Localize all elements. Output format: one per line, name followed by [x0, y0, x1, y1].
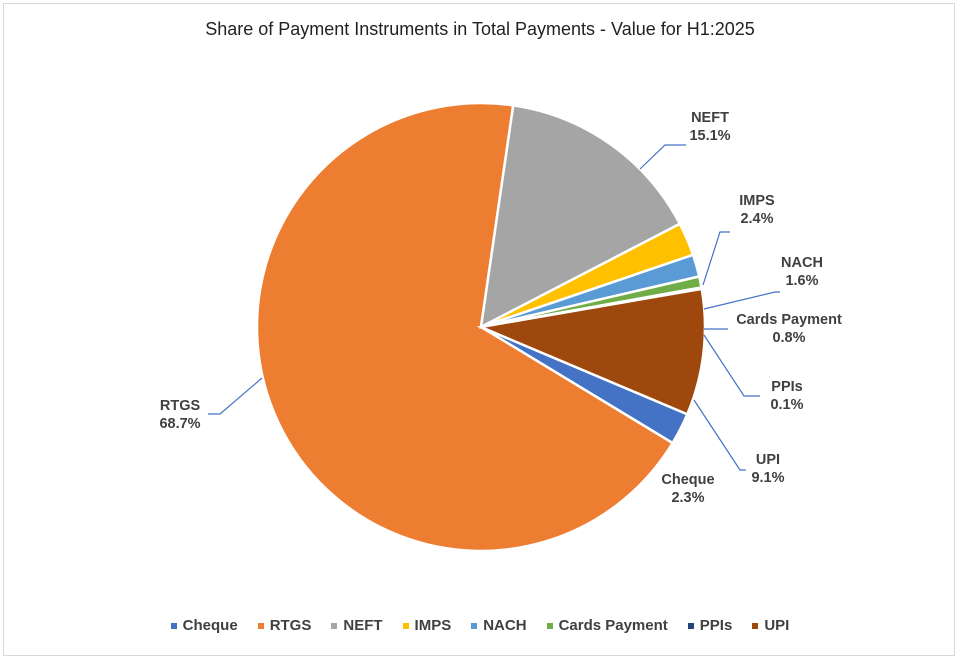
pie-slice-upi	[476, 287, 707, 416]
chart-title: Share of Payment Instruments in Total Pa…	[205, 19, 755, 39]
legend-swatch-ppis	[687, 622, 694, 629]
pie-slice-neft	[479, 103, 682, 330]
legend-item-cheque: Cheque	[170, 617, 238, 634]
data-label-neft: NEFT 15.1%	[689, 110, 730, 144]
leader-line-upi	[693, 399, 746, 471]
legend-item-imps: IMPS	[402, 617, 452, 634]
legend-swatch-upi	[752, 622, 759, 629]
legend-item-ppis: PPIs	[687, 617, 733, 634]
legend-item-upi: UPI	[752, 617, 789, 634]
legend-item-cards-payment: Cards Payment	[546, 617, 668, 634]
legend-swatch-rtgs	[257, 622, 264, 629]
data-label-upi: UPI 9.1%	[751, 452, 784, 486]
legend-swatch-cheque	[170, 622, 177, 629]
leader-line-neft	[639, 144, 686, 170]
legend-item-rtgs: RTGS	[257, 617, 312, 634]
data-label-imps: IMPS 2.4%	[739, 193, 775, 227]
legend-swatch-imps	[402, 622, 409, 629]
legend-swatch-neft	[331, 622, 338, 629]
legend-label-cheque: Cheque	[182, 617, 238, 634]
data-label-rtgs: RTGS 68.7%	[159, 398, 200, 432]
leader-line-imps	[702, 231, 730, 286]
leader-line-nach	[703, 291, 780, 310]
data-label-ppis: PPIs 0.1%	[770, 379, 803, 413]
pie-slice-rtgs	[255, 101, 675, 553]
legend-swatch-nach	[471, 622, 478, 629]
legend-label-nach: NACH	[483, 617, 527, 634]
legend: Cheque RTGS NEFT IMPS NACH Cards Payment PPIs U…	[0, 617, 960, 634]
legend-item-neft: NEFT	[331, 617, 383, 634]
legend-label-ppis: PPIs	[699, 617, 733, 634]
leader-line-rtgs	[208, 377, 263, 415]
legend-label-imps: IMPS	[414, 617, 452, 634]
data-label-cards-payment: Cards Payment 0.8%	[736, 312, 842, 346]
legend-label-neft: NEFT	[343, 617, 383, 634]
legend-label-rtgs: RTGS	[269, 617, 312, 634]
data-label-cheque: Cheque 2.3%	[661, 472, 714, 506]
legend-item-nach: NACH	[471, 617, 527, 634]
data-label-nach: NACH 1.6%	[781, 255, 823, 289]
legend-swatch-cards-payment	[546, 622, 553, 629]
leader-line-ppis	[703, 334, 760, 397]
legend-label-upi: UPI	[764, 617, 790, 634]
legend-label-cards-payment: Cards Payment	[558, 617, 668, 634]
